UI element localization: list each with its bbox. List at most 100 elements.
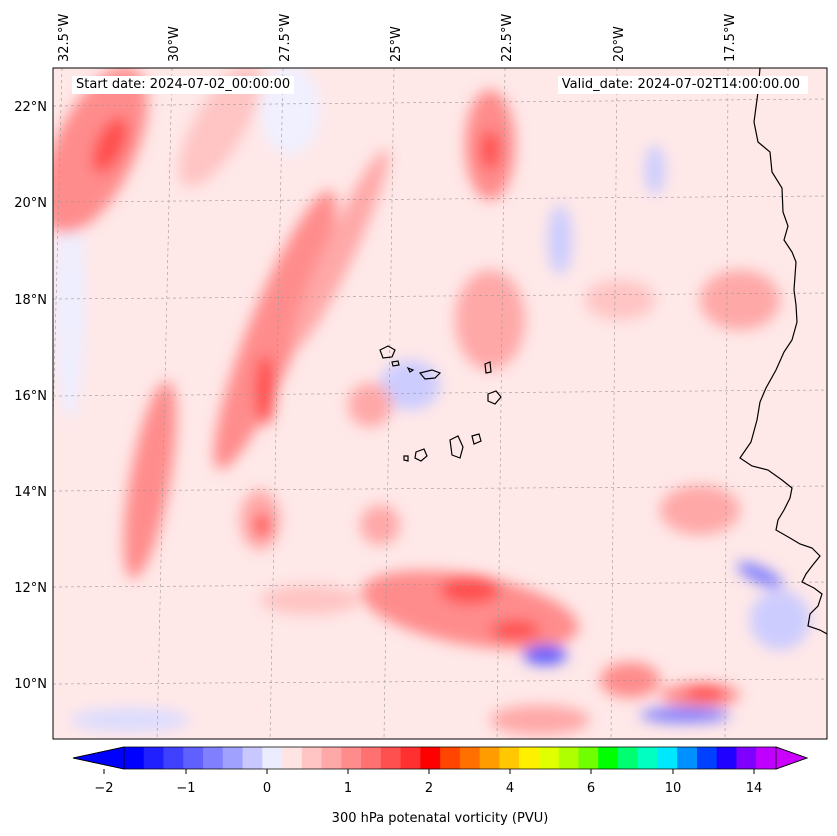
colorbar-segment xyxy=(143,747,164,769)
pv-band-west xyxy=(123,381,177,579)
colorbar-segment xyxy=(420,747,441,769)
colorbar-tick-label: −1 xyxy=(176,781,195,796)
colorbar-segment xyxy=(440,747,461,769)
colorbar-outline xyxy=(72,746,809,770)
lat-labels: 22°N 20°N 18°N 16°N 14°N 12°N 10°N xyxy=(14,100,47,692)
pv-band-central xyxy=(213,190,337,470)
island-fogo xyxy=(414,448,428,462)
colorbar-tick-label: −2 xyxy=(94,781,113,796)
colorbar-tick-label: 0 xyxy=(263,781,271,796)
colorbar-segment xyxy=(282,747,303,769)
pv-core-south-2 xyxy=(490,620,540,640)
colorbar-segment xyxy=(380,747,402,769)
pv-low-center xyxy=(548,205,572,275)
island-santiago xyxy=(449,435,464,459)
map-frame xyxy=(52,67,828,740)
colorbar-segment xyxy=(341,747,362,769)
pv-low-ne xyxy=(645,145,665,195)
colorbar-segment xyxy=(203,747,224,769)
colorbar-segment xyxy=(262,747,283,769)
gridlines xyxy=(53,68,827,739)
colorbar-tick-label: 6 xyxy=(587,781,595,796)
pv-band-se xyxy=(660,485,740,535)
pv-core-north xyxy=(480,130,500,170)
cabo-verde-islands xyxy=(379,345,502,462)
colorbar-tick-label: 2 xyxy=(425,781,433,796)
colorbar-segment xyxy=(736,747,757,769)
colorbar-min-arrow xyxy=(72,746,125,770)
colorbar-segment xyxy=(558,747,579,769)
lon-label: 22.5°W xyxy=(500,14,515,62)
colorbar-tick-label: 1 xyxy=(344,781,352,796)
pv-low-coast xyxy=(750,590,810,650)
lat-label: 12°N xyxy=(14,581,47,596)
pv-core-central xyxy=(255,355,275,425)
colorbar-segment xyxy=(519,747,540,769)
colorbar-segment xyxy=(459,747,481,769)
island-maio xyxy=(471,433,482,445)
colorbar: −2 −1 0 1 2 4 6 10 14 300 hPa potenatal vorticit… xyxy=(72,746,809,826)
lon-label: 20°W xyxy=(612,26,627,62)
colorbar-segment xyxy=(598,747,619,769)
pv-spot-6 xyxy=(490,705,590,735)
lat-label: 16°N xyxy=(14,389,47,404)
colorbar-segment xyxy=(361,747,382,769)
island-sao-vicente xyxy=(391,360,400,367)
colorbar-segment xyxy=(677,747,698,769)
colorbar-segment xyxy=(242,747,263,769)
colorbar-segment xyxy=(578,747,599,769)
lon-label: 27.5°W xyxy=(278,14,293,62)
pv-band-central-2 xyxy=(291,150,389,350)
island-santa-luzia xyxy=(406,366,415,373)
lat-label: 20°N xyxy=(14,196,47,211)
colorbar-segment xyxy=(301,747,322,769)
pv-band-east xyxy=(700,270,780,330)
pv-spot-7 xyxy=(260,585,360,615)
colorbar-tick-label: 10 xyxy=(665,781,682,796)
colorbar-ticks: −2 −1 0 1 2 4 6 10 14 xyxy=(94,769,762,796)
colorbar-segment xyxy=(321,747,342,769)
lon-label: 25°W xyxy=(389,26,404,62)
valid-date-label: Valid_date: 2024-07-02T14:00:00.00 xyxy=(557,76,808,94)
colorbar-segment xyxy=(696,747,718,769)
colorbar-segment xyxy=(617,747,639,769)
pv-core-se xyxy=(685,687,725,699)
colorbar-segment xyxy=(499,747,520,769)
colorbar-segment xyxy=(479,747,500,769)
island-sal xyxy=(484,361,492,374)
pv-core-south xyxy=(440,576,500,604)
start-date-label: Start date: 2024-07-02_00:00:00 xyxy=(72,76,295,94)
colorbar-segment xyxy=(657,747,678,769)
lon-label: 17.5°W xyxy=(723,14,738,62)
colorbar-segment xyxy=(756,747,777,769)
pv-low-west xyxy=(55,180,85,420)
lon-label: 32.5°W xyxy=(57,14,72,62)
lat-label: 18°N xyxy=(14,293,47,308)
colorbar-segment xyxy=(716,747,737,769)
pv-core-spot xyxy=(254,513,270,537)
island-sao-nicolau xyxy=(418,369,442,380)
island-boa-vista xyxy=(487,390,502,405)
colorbar-segment xyxy=(163,747,184,769)
pv-neg-se xyxy=(640,707,730,723)
pv-spot-2 xyxy=(360,505,400,545)
pv-band-n xyxy=(178,68,262,187)
colorbar-label: 300 hPa potenatal vorticity (PVU) xyxy=(332,811,549,826)
colorbar-segments xyxy=(124,747,777,769)
lon-label: 30°W xyxy=(167,26,182,62)
pv-spot-3 xyxy=(348,383,392,427)
pv-band-east-2 xyxy=(585,280,655,320)
west-africa-coastline xyxy=(739,68,827,635)
colorbar-segment xyxy=(538,747,560,769)
colorbar-segment xyxy=(183,747,204,769)
colorbar-tick-label: 14 xyxy=(746,781,763,796)
lat-label: 22°N xyxy=(14,100,47,115)
pv-low-islands xyxy=(380,360,440,410)
colorbar-max-arrow xyxy=(775,746,809,770)
colorbar-tick-label: 4 xyxy=(506,781,514,796)
pv-low-south xyxy=(70,708,190,732)
lat-label: 10°N xyxy=(14,677,47,692)
colorbar-segment xyxy=(222,747,243,769)
pv-core-nw xyxy=(92,117,128,173)
